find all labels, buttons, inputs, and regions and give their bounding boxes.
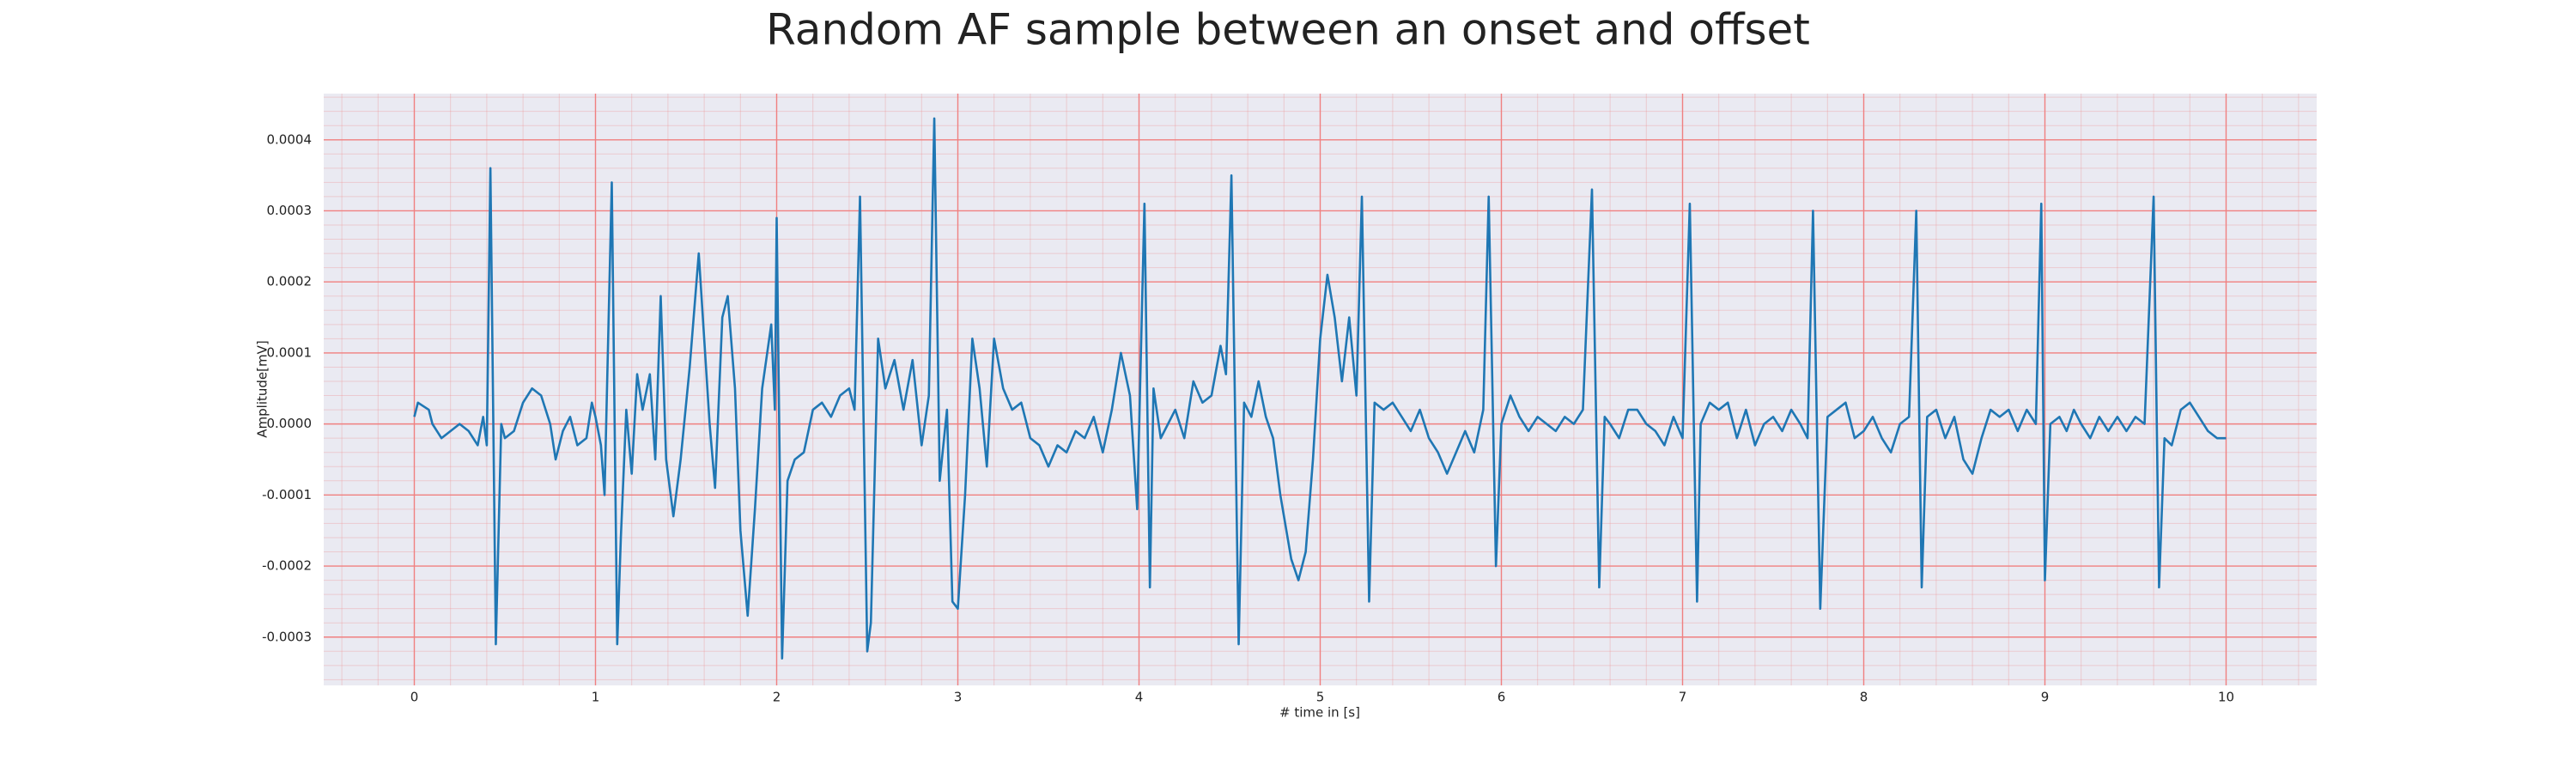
x-tick-label: 0 [410, 690, 419, 705]
x-tick-label: 3 [954, 690, 963, 705]
y-tick-label: -0.0003 [262, 629, 312, 644]
y-tick-label: -0.0001 [262, 487, 312, 502]
x-tick-label: 5 [1316, 690, 1325, 705]
x-tick-label: 9 [2041, 690, 2050, 705]
x-tick-label: 4 [1135, 690, 1144, 705]
x-tick-label: 10 [2218, 690, 2234, 705]
y-tick-label: 0.0003 [267, 203, 313, 218]
x-tick-label: 2 [773, 690, 781, 705]
y-axis-label: Amplitude[mV] [255, 340, 270, 437]
x-axis-label: # time in [s] [1279, 705, 1360, 721]
y-tick-label: 0.0001 [267, 344, 313, 360]
x-tick-label: 6 [1498, 690, 1506, 705]
x-tick-label: 8 [1860, 690, 1868, 705]
x-tick-label: 1 [592, 690, 600, 705]
y-tick-label: 0.0002 [267, 274, 313, 289]
x-tick-label: 7 [1679, 690, 1687, 705]
y-tick-label: 0.0000 [267, 416, 313, 431]
y-tick-label: -0.0002 [262, 558, 312, 574]
chart-title: Random AF sample between an onset and of… [766, 5, 1810, 55]
signal-line [413, 117, 2227, 660]
y-tick-label: 0.0004 [267, 131, 313, 147]
